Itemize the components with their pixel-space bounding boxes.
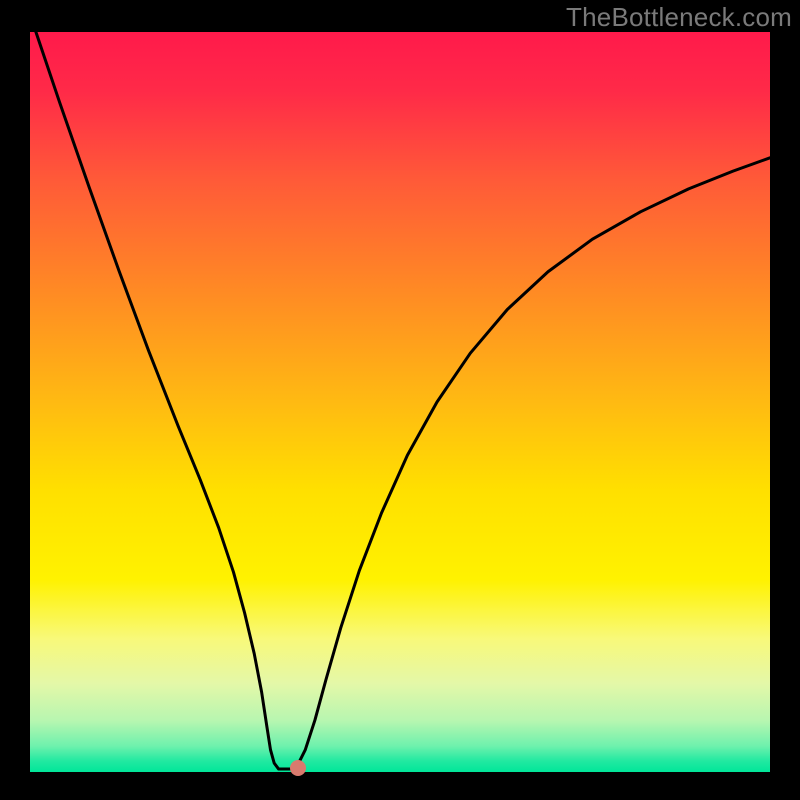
bottleneck-curve [30,32,770,772]
plot-area [30,32,770,772]
chart-frame: TheBottleneck.com [0,0,800,800]
watermark-text: TheBottleneck.com [566,2,792,33]
minimum-marker [290,760,306,776]
